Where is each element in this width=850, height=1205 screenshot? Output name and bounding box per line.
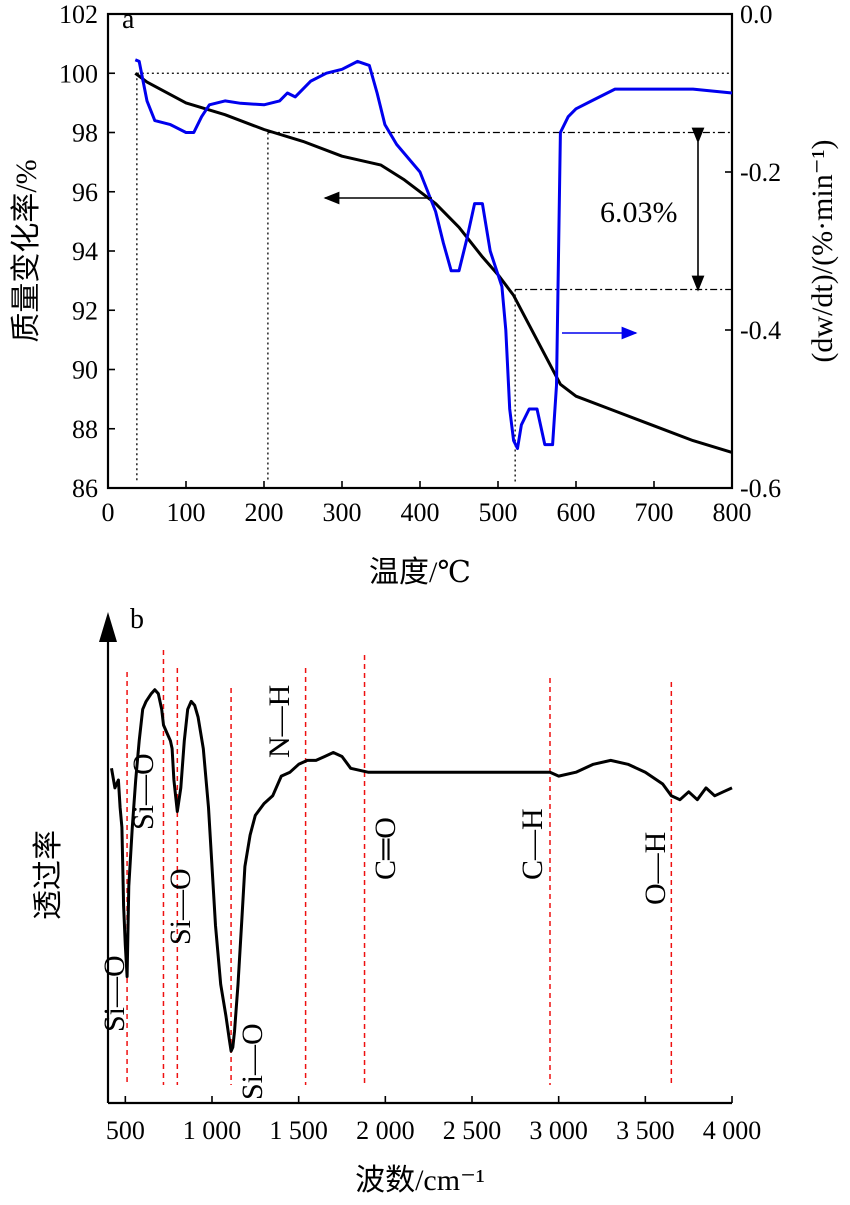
a-left-tick-label: 98 — [72, 119, 98, 148]
b-x-tick-label: 3 500 — [616, 1116, 675, 1145]
b-ftir-spectrum — [110, 688, 733, 1053]
panel-b-letter: b — [130, 604, 144, 635]
panel-b-series — [110, 688, 733, 1053]
panel-b-y-axis-arrowhead — [99, 612, 117, 642]
a-left-tick-label: 96 — [72, 178, 98, 207]
panel-a: a 0 100 200 300 400 500 600 700 800 86 88 90 92 94 96 9… — [10, 0, 839, 589]
b-x-tick-label: 3 000 — [529, 1116, 588, 1145]
panel-a-left-axis-title: 质量变化率/% — [10, 159, 43, 342]
b-x-tick-label: 4 000 — [703, 1116, 762, 1145]
a-x-tick-label: 600 — [557, 498, 596, 527]
b-x-tick-label: 1 000 — [183, 1116, 242, 1145]
a-x-tick-label: 300 — [323, 498, 362, 527]
a-x-tick-label: 400 — [401, 498, 440, 527]
panel-b-x-axis-title: 波数/cm⁻¹ — [355, 1164, 485, 1197]
panel-b-y-axis-title: 透过率 — [32, 830, 65, 920]
a-right-tick-label: -0.2 — [740, 158, 781, 187]
b-x-tick-label: 500 — [106, 1116, 145, 1145]
a-left-tick-label: 102 — [59, 0, 98, 29]
a-x-tick-label: 500 — [479, 498, 518, 527]
a-x-tick-label: 0 — [102, 498, 115, 527]
b-band-label: C═O — [369, 817, 402, 880]
panel-a-ticks: 0 100 200 300 400 500 600 700 800 86 88 90 92 94 96 98 1… — [59, 0, 781, 527]
panel-a-frame — [106, 12, 734, 490]
panel-a-x-axis-title: 温度/℃ — [369, 556, 471, 589]
panel-b-band-lines — [126, 650, 673, 1085]
b-band-label: N—H — [263, 685, 296, 758]
a-left-tick-label: 88 — [72, 415, 98, 444]
b-x-tick-label: 1 500 — [269, 1116, 328, 1145]
panel-a-right-axis-title: (dw/dt)/(%·min⁻¹) — [806, 139, 839, 362]
a-dtg-curve — [134, 58, 733, 450]
panel-b-band-labels: Si—O Si—O Si—O Si—O N—H C═O C—H O—H — [98, 685, 672, 1100]
b-x-tick-label: 2 500 — [443, 1116, 502, 1145]
a-left-tick-label: 86 — [72, 474, 98, 503]
a-x-tick-label: 200 — [245, 498, 284, 527]
a-left-tick-label: 90 — [72, 356, 98, 385]
a-right-tick-label: 0.0 — [740, 0, 773, 29]
b-band-label: O—H — [639, 832, 672, 905]
a-mass-curve — [134, 72, 733, 454]
a-left-tick-label: 92 — [72, 296, 98, 325]
b-band-label: C—H — [516, 808, 549, 880]
a-x-tick-label: 100 — [167, 498, 206, 527]
a-left-tick-label: 100 — [59, 59, 98, 88]
panel-b-ticks: 500 1 000 1 500 2 000 2 500 3 000 3 500 4 000 — [106, 1096, 761, 1145]
mass-loss-annotation: 6.03% — [600, 196, 678, 229]
a-right-tick-label: -0.6 — [740, 474, 781, 503]
b-band-label: Si—O — [127, 753, 160, 830]
b-band-label: Si—O — [98, 955, 131, 1032]
a-left-tick-label: 94 — [72, 237, 98, 266]
panel-a-letter: a — [122, 4, 135, 35]
panel-a-series — [134, 58, 733, 454]
panel-b: b 500 1 000 1 500 2 000 2 500 3 000 3 500 4 000… — [32, 604, 761, 1197]
b-band-label: Si—O — [236, 1023, 269, 1100]
a-right-tick-label: -0.4 — [740, 316, 781, 345]
b-band-label: Si—O — [164, 868, 197, 945]
b-x-tick-label: 2 000 — [356, 1116, 415, 1145]
a-x-tick-label: 800 — [713, 498, 752, 527]
a-x-tick-label: 700 — [635, 498, 674, 527]
